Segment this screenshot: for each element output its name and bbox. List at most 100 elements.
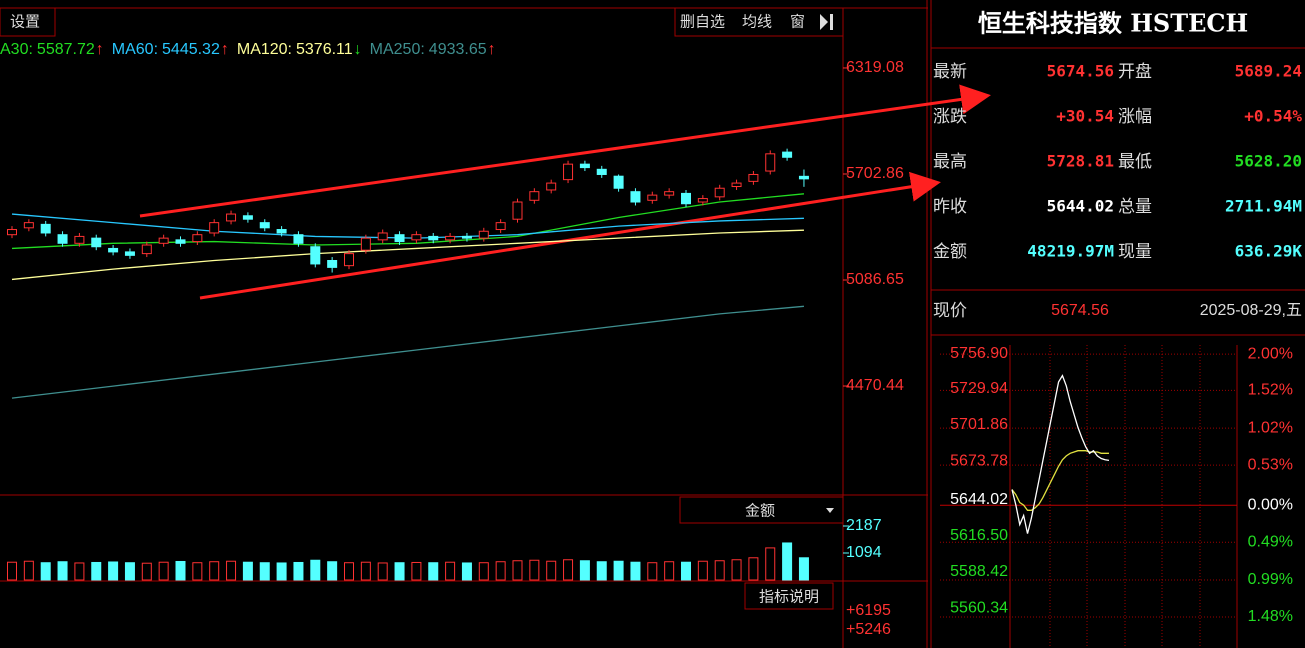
- volume-bar: [512, 560, 523, 581]
- volume-bar: [74, 562, 85, 581]
- candle-body: [40, 223, 51, 234]
- settings-button[interactable]: 设置: [10, 13, 40, 31]
- candle-body: [242, 215, 253, 220]
- intraday-date: 2025-08-29,五: [1200, 302, 1302, 319]
- toggle-icon[interactable]: [820, 14, 833, 30]
- y-tick-label: 4470.44: [846, 377, 904, 394]
- volume-bar: [7, 561, 17, 581]
- quote-title: 恒生科技指数 HSTECH: [978, 9, 1248, 38]
- ma-line: [11, 305, 805, 399]
- y-tick-label: 5756.90: [950, 345, 1008, 362]
- candle-body: [478, 230, 489, 239]
- toolbar-button[interactable]: 均线: [742, 13, 772, 31]
- candle-body: [613, 175, 624, 189]
- y-tick-label: 5588.42: [950, 563, 1008, 580]
- candle-body: [411, 234, 422, 241]
- candle-body: [141, 244, 152, 255]
- quote-value: 2711.94M: [1225, 197, 1302, 216]
- volume-bar: [411, 561, 422, 581]
- volume-bar: [529, 559, 540, 581]
- candle-body: [681, 192, 691, 205]
- y-tick-label: 5701.86: [950, 416, 1008, 433]
- ma-legend-value: 5445.32: [162, 41, 220, 58]
- candle-body: [175, 239, 186, 244]
- y2-tick-label: 1.52%: [1248, 382, 1293, 399]
- volume-bar: [293, 561, 304, 581]
- quote-label: 昨收: [933, 197, 967, 217]
- ma-legend-value: 5587.72: [37, 41, 95, 58]
- volume-bar: [141, 562, 152, 581]
- candle-body: [108, 247, 119, 253]
- ma-legend-name: MA120:: [237, 41, 292, 58]
- quote-label: 开盘: [1118, 62, 1152, 82]
- candle-body: [259, 222, 270, 229]
- candle-body: [226, 213, 237, 222]
- toolbar-button[interactable]: 删自选: [680, 13, 725, 31]
- candle-body: [394, 234, 405, 243]
- quote-label: 涨跌: [933, 107, 967, 127]
- ma-legend-name: A30:: [0, 41, 33, 58]
- y2-tick-label: 0.53%: [1248, 456, 1293, 473]
- candle-body: [344, 253, 354, 267]
- volume-bar: [630, 561, 641, 581]
- candle-body: [731, 182, 742, 188]
- candle-body: [57, 234, 68, 244]
- indicator-label: +6195: [846, 602, 891, 619]
- candle-body: [327, 260, 338, 268]
- candle-body: [74, 235, 85, 244]
- y-tick-label: 5086.65: [846, 271, 904, 288]
- ma-legend-trend: ↑: [221, 41, 229, 58]
- y2-tick-label: 2.00%: [1248, 345, 1293, 362]
- volume-bar: [445, 561, 456, 581]
- candle-body: [495, 222, 506, 231]
- volume-bar: [546, 560, 557, 581]
- volume-bar: [23, 560, 34, 581]
- quote-value: 5644.02: [1047, 197, 1114, 216]
- candle-body: [664, 191, 675, 196]
- volume-bar: [782, 542, 793, 581]
- candle-body: [697, 198, 708, 203]
- volume-bar: [765, 547, 776, 581]
- indicator-button[interactable]: 指标说明: [759, 588, 819, 606]
- volume-bar: [613, 560, 624, 581]
- quote-label: 现量: [1118, 242, 1152, 262]
- average-line: [1011, 450, 1109, 511]
- candle-body: [782, 151, 793, 158]
- dropdown-icon[interactable]: [826, 508, 834, 513]
- volume-bar: [40, 562, 51, 581]
- quote-label: 最高: [933, 152, 967, 172]
- volume-bar: [731, 559, 742, 581]
- candle-body: [563, 163, 574, 181]
- y-tick-label: 5616.50: [950, 527, 1008, 544]
- volume-bar: [714, 560, 725, 581]
- candle-body: [596, 168, 607, 175]
- intraday-label: 现价: [933, 301, 967, 321]
- volume-bar: [310, 559, 321, 581]
- y2-tick-label: 0.00%: [1248, 496, 1293, 513]
- volume-selector[interactable]: 金额: [745, 502, 775, 520]
- volume-bar: [242, 561, 253, 581]
- ma-legend-name: MA60:: [112, 41, 158, 58]
- toolbar-button[interactable]: 窗: [790, 13, 805, 31]
- ma-legend-trend: ↑: [96, 41, 104, 58]
- volume-bar: [91, 561, 102, 581]
- volume-bar: [394, 562, 405, 581]
- candle-body: [360, 237, 371, 251]
- y-tick-label: 5729.94: [950, 380, 1008, 397]
- ma-legend-name: MA250:: [370, 41, 425, 58]
- candle-body: [293, 234, 304, 244]
- ma-legend-value: 4933.65: [429, 41, 487, 58]
- volume-bar: [377, 562, 388, 581]
- y-tick-label: 5702.86: [846, 165, 904, 182]
- candle-body: [23, 222, 34, 229]
- candle-body: [192, 234, 203, 243]
- y2-tick-label: 1.48%: [1248, 608, 1293, 625]
- quote-label: 最低: [1118, 152, 1152, 172]
- quote-label: 金额: [933, 242, 967, 262]
- quote-label: 涨幅: [1118, 107, 1152, 127]
- volume-bar: [647, 562, 658, 581]
- volume-bar: [495, 561, 506, 581]
- candle-body: [512, 201, 523, 220]
- y-tick-label: 5560.34: [950, 600, 1008, 617]
